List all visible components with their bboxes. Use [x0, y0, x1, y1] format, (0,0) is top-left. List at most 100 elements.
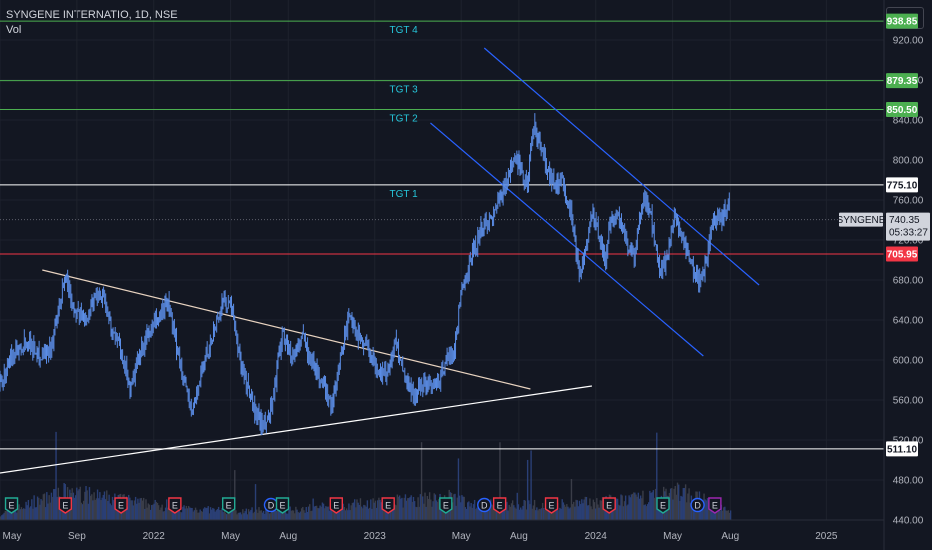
volume-bar: [462, 496, 464, 520]
time-tick-label: May: [3, 531, 22, 542]
volume-bar: [561, 499, 563, 520]
volume-bar: [590, 506, 592, 520]
volume-bar: [247, 509, 250, 520]
volume-bar: [187, 505, 190, 520]
volume-bar: [541, 502, 544, 520]
volume-bar: [176, 509, 178, 520]
volume-bar: [268, 513, 271, 520]
volume-bar: [26, 505, 28, 520]
volume-bar: [104, 499, 107, 520]
volume-bar: [204, 507, 206, 520]
volume-bar: [699, 503, 702, 520]
volume-bar: [290, 510, 292, 520]
volume-bar: [532, 505, 535, 520]
event-marker-letter: E: [606, 501, 612, 511]
earnings-marker: [602, 497, 616, 514]
time-tick-label: May: [452, 531, 471, 542]
horizontal-levels: TGT 4 TGT 3 TGT 2 TGT 1: [0, 20, 884, 450]
volume-bar: [127, 494, 130, 520]
volume-bar: [360, 506, 363, 520]
volume-bar: [499, 442, 501, 520]
volume-bar: [566, 504, 568, 520]
volume-bar: [110, 505, 113, 520]
volume-bar: [537, 510, 539, 520]
volume-bar: [624, 495, 627, 520]
volume-bar: [21, 509, 24, 520]
volume-bar: [25, 501, 27, 520]
volume-bar: [166, 499, 168, 520]
volume-bar: [615, 498, 618, 520]
volume-bar: [465, 508, 468, 520]
volume-bar: [578, 500, 581, 520]
volume-bar: [351, 502, 354, 520]
volume-bar: [274, 509, 276, 520]
volume-bar: [419, 494, 422, 520]
volume-bar: [543, 507, 545, 520]
volume-bar: [296, 509, 298, 520]
current-price-text: 740.35: [889, 215, 920, 226]
volume-bar: [380, 502, 382, 520]
volume-bar: [32, 508, 34, 520]
volume-bar: [363, 504, 365, 520]
volume-bar: [131, 500, 133, 520]
volume-bar: [494, 505, 497, 520]
volume-bar: [341, 505, 343, 520]
volume-bar: [579, 504, 582, 520]
price-level-text: 879.35: [887, 76, 918, 87]
event-marker-letter: D: [481, 501, 488, 511]
volume-indicator-label[interactable]: Vol: [6, 24, 22, 36]
volume-bar: [645, 506, 648, 520]
volume-bar: [729, 510, 732, 520]
volume-bar: [657, 502, 659, 520]
volume-bar: [397, 496, 400, 520]
volume-bar: [652, 490, 655, 520]
volume-bar: [206, 507, 208, 520]
volume-bar: [424, 492, 426, 520]
volume-bar: [583, 499, 585, 520]
volume-bar: [493, 505, 495, 520]
time-tick-label: May: [221, 531, 240, 542]
volume-bar: [35, 507, 38, 520]
volume-bar: [318, 508, 320, 520]
volume-bar: [215, 510, 218, 520]
volume-bar: [464, 507, 467, 520]
volume-bar: [589, 498, 591, 520]
volume-bar: [530, 450, 532, 520]
volume-bar: [675, 494, 678, 520]
volume-bar: [151, 505, 153, 520]
volume-bar: [298, 512, 301, 520]
volume-bar: [193, 510, 196, 520]
volume-bar: [139, 498, 141, 520]
volume-bar: [264, 513, 266, 520]
volume-bar: [216, 509, 219, 520]
volume-bar: [422, 496, 424, 520]
volume-bar: [367, 508, 370, 520]
volume-bar: [258, 507, 260, 520]
earnings-marker: [221, 497, 236, 514]
volume-bar: [36, 496, 39, 520]
volume-bar: [585, 496, 588, 520]
event-marker-letter: D: [694, 501, 701, 511]
volume-bar: [466, 502, 469, 520]
volume-bars: [0, 431, 732, 520]
time-tick-label: 2022: [143, 531, 166, 542]
trendline: [0, 385, 592, 474]
volume-bar: [548, 505, 551, 520]
volume-bar: [234, 470, 236, 520]
volume-bar: [153, 503, 155, 520]
volume-bar: [348, 503, 350, 520]
volume-bar: [133, 500, 136, 520]
volume-bar: [340, 510, 342, 520]
volume-bar: [313, 506, 316, 520]
volume-bar: [603, 503, 605, 520]
volume-bar: [415, 506, 417, 520]
volume-bar: [329, 505, 332, 520]
time-tick-label: 2024: [585, 531, 608, 542]
event-marker-letter: E: [443, 501, 449, 511]
volume-bar: [11, 511, 13, 520]
volume-bar: [29, 506, 32, 520]
volume-bar: [630, 494, 633, 520]
volume-bar: [480, 508, 483, 520]
volume-bar: [83, 500, 85, 520]
